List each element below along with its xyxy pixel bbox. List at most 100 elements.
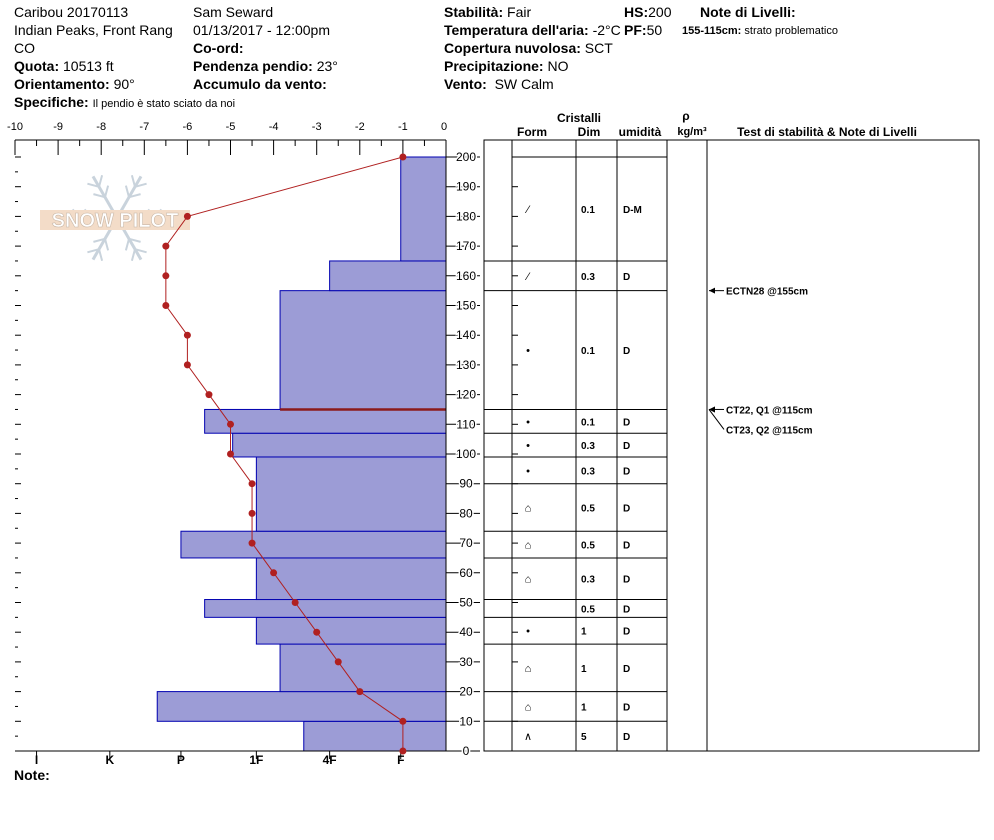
- temp-tick-label: -6: [183, 121, 193, 133]
- chart-axes: -10 -9 -8 -7 -6 -5 -4 -3 -2 -1 0010203040506070809…: [7, 121, 480, 767]
- snowflake-branch: [134, 182, 147, 188]
- snowflake-branch: [124, 238, 130, 251]
- hardness-layer: [255, 456, 447, 532]
- crystal-form: •: [526, 416, 530, 428]
- height-tick-label: 30: [459, 655, 473, 669]
- stability-test-label: CT22, Q1 @115cm: [726, 405, 813, 416]
- crystal-dim: 0.1: [581, 205, 595, 216]
- table-frame: [483, 139, 980, 752]
- temperature-point: [291, 599, 299, 606]
- crystal-form: •: [526, 626, 530, 638]
- region-name: Indian Peaks, Front Rang: [14, 22, 173, 38]
- layer-note: 155-115cm: strato problematico: [682, 25, 838, 37]
- elevation: Quota: 10513 ft: [14, 58, 114, 74]
- height-tick-label: 170: [456, 239, 476, 253]
- stability-tests: ECTN28 @155cm CT22, Q1 @115cm CT23, Q2 @11…: [708, 287, 813, 436]
- snowflake-branch: [93, 193, 106, 199]
- crystal-humidity: D-M: [623, 205, 642, 216]
- temp-tick-label: 0: [441, 121, 447, 133]
- temperature-point: [183, 212, 191, 220]
- temperature-point: [334, 658, 342, 666]
- wind: Vento: SW Calm: [444, 76, 554, 92]
- snowflake-branch: [124, 185, 130, 198]
- crystal-form: ⁄: [524, 204, 531, 216]
- crystal-dim: 0.5: [581, 604, 595, 615]
- snowflake-branch: [104, 185, 110, 198]
- snowflake-branch: [130, 174, 136, 188]
- temp-tick-label: -2: [355, 121, 365, 133]
- temp-tick-label: -1: [398, 121, 408, 133]
- snowflake-branch: [98, 174, 104, 188]
- crystal-dim: 0.1: [581, 346, 595, 357]
- temperature-profile: [162, 153, 407, 755]
- hardness-label: 1F: [249, 753, 263, 767]
- crystal-humidity: D: [623, 627, 630, 638]
- hardness-layer: [204, 599, 447, 618]
- height-tick-label: 100: [456, 447, 476, 461]
- height-tick-label: 70: [459, 536, 473, 550]
- site-name: Caribou 20170113: [14, 4, 129, 20]
- crystal-humidity: D: [623, 664, 630, 675]
- crystal-humidity: D: [623, 346, 630, 357]
- crystal-humidity: D: [623, 732, 630, 743]
- snowflake-branch: [128, 193, 141, 199]
- hardness-label: P: [177, 753, 185, 767]
- test-arrow: [709, 406, 715, 413]
- test-arrow: [709, 287, 715, 294]
- hardness-label: 4F: [323, 753, 337, 767]
- crystal-form: ⌂: [525, 701, 532, 713]
- humidity-header: umidità: [619, 125, 662, 139]
- form-header: Form: [517, 125, 547, 139]
- hardness-layer: [204, 408, 447, 434]
- slope-angle: Pendenza pendio: 23°: [193, 58, 338, 74]
- height-tick-label: 160: [456, 269, 476, 283]
- hardness-layer: [232, 432, 447, 458]
- stability-notes-header: Test di stabilità & Note di Livelli: [737, 125, 917, 139]
- crystal-humidity: D: [623, 466, 630, 477]
- snowflake-branch: [93, 237, 106, 243]
- logo-text: SNOW PILOT: [52, 210, 179, 232]
- temp-tick-label: -7: [139, 121, 149, 133]
- temperature-point: [248, 509, 256, 517]
- notes-label: Note:: [14, 767, 50, 783]
- temperature-point: [162, 302, 170, 309]
- temperature-point: [270, 569, 278, 577]
- height-tick-label: 180: [456, 209, 476, 223]
- temperature-point: [248, 480, 256, 488]
- state-name: CO: [14, 40, 35, 56]
- crystals-header: Cristalli: [557, 111, 601, 125]
- crystal-dim: 0.3: [581, 575, 595, 586]
- table-headers: Cristalli Form Dim umidità ρ kg/m³ Test …: [517, 109, 917, 139]
- temperature-point: [162, 272, 170, 280]
- dim-header: Dim: [578, 125, 601, 139]
- crystal-form: ∧: [524, 731, 532, 743]
- snowflake-branch: [134, 248, 147, 254]
- logo-band: [40, 210, 190, 230]
- snowflake-branch: [128, 237, 141, 243]
- temperature-point: [399, 747, 407, 755]
- hardness-layer: [156, 691, 447, 722]
- crystal-humidity: D: [623, 272, 630, 283]
- hardness-layer: [279, 290, 447, 410]
- hardness-label: F: [397, 753, 404, 767]
- height-tick-label: 140: [456, 328, 476, 342]
- temperature-point: [248, 539, 256, 547]
- wind-loading-label: Accumulo da vento:: [193, 76, 327, 92]
- temperature-point: [227, 450, 234, 458]
- aspect: Orientamento: 90°: [14, 76, 135, 92]
- snowflake-branch: [87, 182, 100, 188]
- temperature-point: [183, 361, 191, 369]
- snowflake-branch: [87, 248, 100, 254]
- crystal-dim: 0.5: [581, 541, 595, 552]
- crystal-form: •: [526, 345, 530, 357]
- crystal-humidity: D: [623, 575, 630, 586]
- height-tick-label: 110: [456, 417, 475, 431]
- hardness-layer: [180, 530, 447, 559]
- hardness-label: K: [105, 753, 114, 767]
- height-tick-label: 0: [463, 744, 470, 758]
- crystal-dim: 1: [581, 664, 587, 675]
- crystal-humidity: D: [623, 604, 630, 615]
- layer-notes-label: Note di Livelli:: [700, 4, 796, 20]
- hardness-layer: [329, 260, 447, 292]
- crystal-humidity: D: [623, 441, 630, 452]
